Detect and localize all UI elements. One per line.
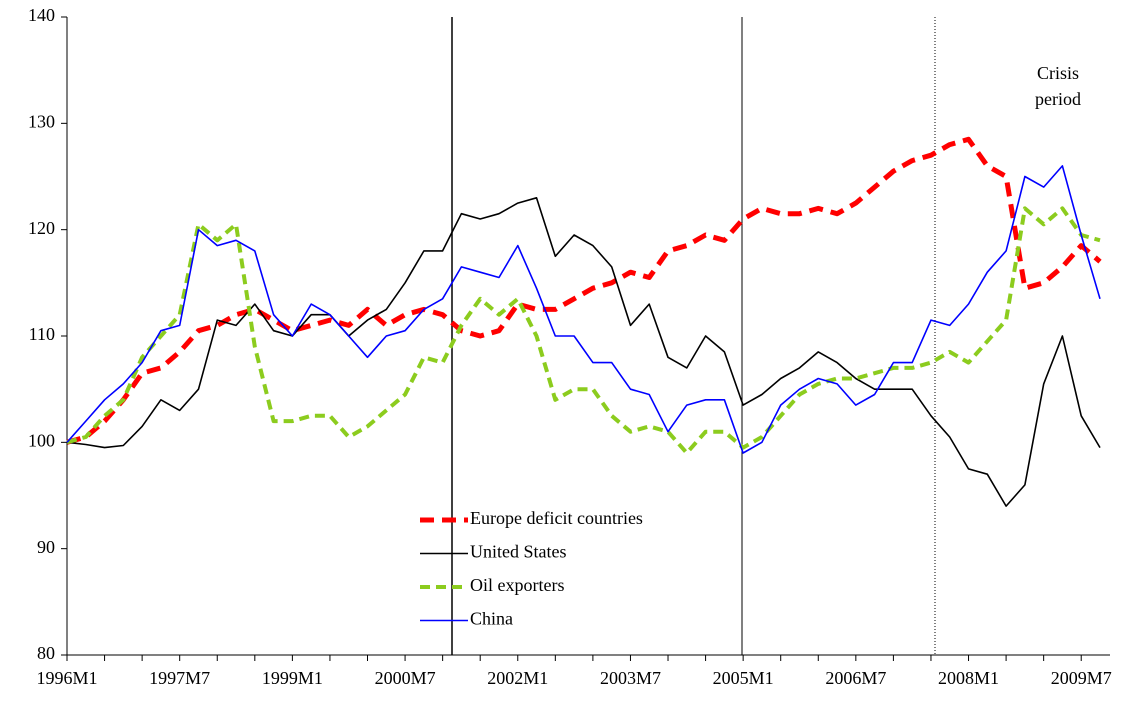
series-line: [66, 206, 1101, 455]
x-tick-label: 1996M1: [36, 668, 97, 688]
y-tick-label: 90: [37, 537, 55, 557]
legend-label: Oil exporters: [470, 575, 564, 595]
legend-label: United States: [470, 542, 567, 562]
series-line: [66, 136, 1102, 445]
series-line: [66, 197, 1101, 507]
legend-label: Europe deficit countries: [470, 508, 643, 528]
annotation: period: [1035, 89, 1081, 109]
y-tick-label: 110: [29, 324, 55, 344]
x-tick-label: 2005M1: [713, 668, 774, 688]
x-tick-label: 2008M1: [938, 668, 999, 688]
x-tick-label: 2000M7: [375, 668, 436, 688]
x-tick-label: 2009M7: [1051, 668, 1112, 688]
x-tick-label: 2002M1: [487, 668, 548, 688]
series-line: [66, 165, 1101, 454]
y-tick-label: 80: [37, 643, 55, 663]
y-tick-label: 120: [28, 218, 55, 238]
y-tick-label: 130: [28, 111, 55, 131]
y-tick-label: 100: [28, 430, 55, 450]
x-tick-label: 1997M7: [149, 668, 210, 688]
annotation: Crisis: [1037, 63, 1079, 83]
x-tick-label: 2003M7: [600, 668, 661, 688]
x-tick-label: 2006M7: [825, 668, 886, 688]
x-tick-label: 1999M1: [262, 668, 323, 688]
y-tick-label: 140: [28, 5, 55, 25]
legend-label: China: [470, 609, 513, 629]
